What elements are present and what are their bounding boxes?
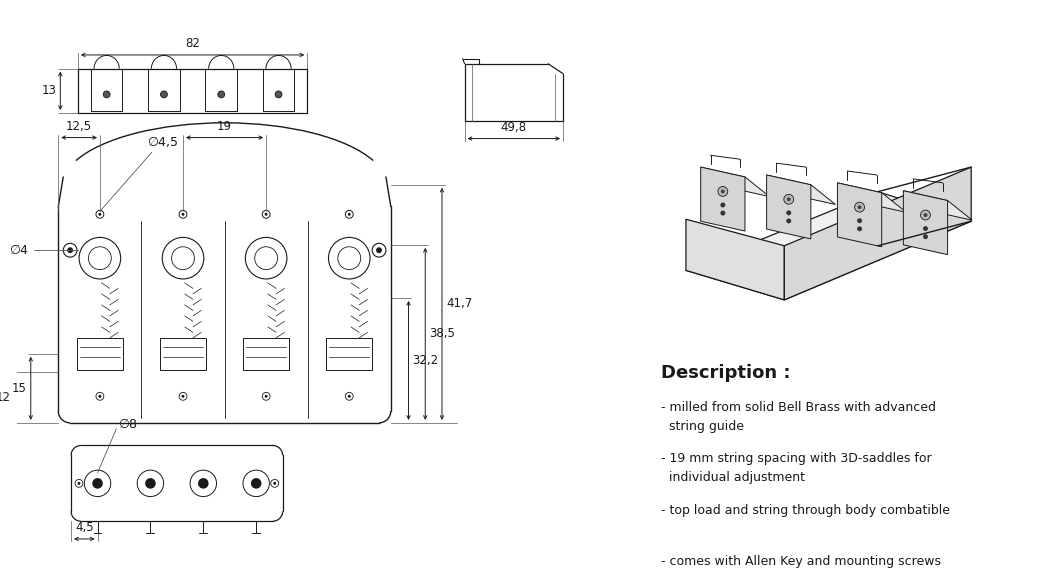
Text: $\emptyset$4: $\emptyset$4 xyxy=(9,243,29,257)
Text: 38,5: 38,5 xyxy=(429,328,455,340)
Bar xyxy=(243,338,289,370)
Text: $\emptyset$8: $\emptyset$8 xyxy=(118,417,138,431)
Text: 12: 12 xyxy=(0,391,11,404)
Text: 4,5: 4,5 xyxy=(75,521,94,534)
Bar xyxy=(77,338,122,370)
Circle shape xyxy=(275,91,282,98)
Bar xyxy=(160,338,206,370)
Circle shape xyxy=(924,213,928,217)
Circle shape xyxy=(858,205,861,209)
Polygon shape xyxy=(701,167,745,231)
Text: - 19 mm string spacing with 3D-saddles for
  individual adjustment: - 19 mm string spacing with 3D-saddles f… xyxy=(661,453,932,484)
Circle shape xyxy=(264,395,268,398)
Circle shape xyxy=(217,91,225,98)
Polygon shape xyxy=(701,167,769,197)
Circle shape xyxy=(857,227,862,231)
Text: - milled from solid Bell Brass with advanced
  string guide: - milled from solid Bell Brass with adva… xyxy=(661,402,936,433)
Polygon shape xyxy=(785,167,971,300)
Polygon shape xyxy=(837,183,882,247)
Circle shape xyxy=(720,203,725,207)
Circle shape xyxy=(721,190,725,193)
Circle shape xyxy=(161,91,167,98)
Circle shape xyxy=(718,187,727,197)
Text: - comes with Allen Key and mounting screws: - comes with Allen Key and mounting scre… xyxy=(661,555,942,568)
Polygon shape xyxy=(686,219,785,300)
Circle shape xyxy=(923,234,928,239)
Polygon shape xyxy=(767,175,811,239)
Circle shape xyxy=(786,210,791,215)
Circle shape xyxy=(855,203,864,212)
Circle shape xyxy=(857,218,862,223)
Text: 82: 82 xyxy=(185,37,200,50)
Text: 41,7: 41,7 xyxy=(446,298,472,311)
Circle shape xyxy=(98,213,101,216)
Polygon shape xyxy=(837,183,906,212)
Polygon shape xyxy=(903,191,948,255)
Circle shape xyxy=(923,226,928,231)
Circle shape xyxy=(784,194,793,204)
Circle shape xyxy=(182,213,185,216)
Bar xyxy=(326,338,372,370)
Circle shape xyxy=(92,478,102,488)
Text: 15: 15 xyxy=(11,382,27,395)
Circle shape xyxy=(251,478,261,488)
Circle shape xyxy=(348,213,351,216)
Circle shape xyxy=(720,211,725,215)
Circle shape xyxy=(98,395,101,398)
Circle shape xyxy=(145,478,156,488)
Polygon shape xyxy=(903,191,972,220)
Polygon shape xyxy=(767,175,835,204)
Text: $\emptyset$4,5: $\emptyset$4,5 xyxy=(147,134,179,149)
Text: - top load and string through body combatible: - top load and string through body comba… xyxy=(661,504,950,517)
Circle shape xyxy=(787,197,791,201)
Circle shape xyxy=(103,91,110,98)
Circle shape xyxy=(264,213,268,216)
Circle shape xyxy=(198,478,209,488)
Text: 19: 19 xyxy=(217,120,232,133)
Circle shape xyxy=(182,395,185,398)
Circle shape xyxy=(348,395,351,398)
Polygon shape xyxy=(686,192,971,300)
Circle shape xyxy=(274,482,276,485)
Text: 49,8: 49,8 xyxy=(501,121,527,134)
Text: Description :: Description : xyxy=(661,364,791,382)
Circle shape xyxy=(376,247,382,253)
Circle shape xyxy=(77,482,80,485)
Text: 13: 13 xyxy=(42,85,56,97)
Text: 32,2: 32,2 xyxy=(413,354,439,367)
Circle shape xyxy=(786,218,791,224)
Circle shape xyxy=(67,247,73,253)
Text: 12,5: 12,5 xyxy=(66,120,92,133)
Circle shape xyxy=(921,210,930,220)
